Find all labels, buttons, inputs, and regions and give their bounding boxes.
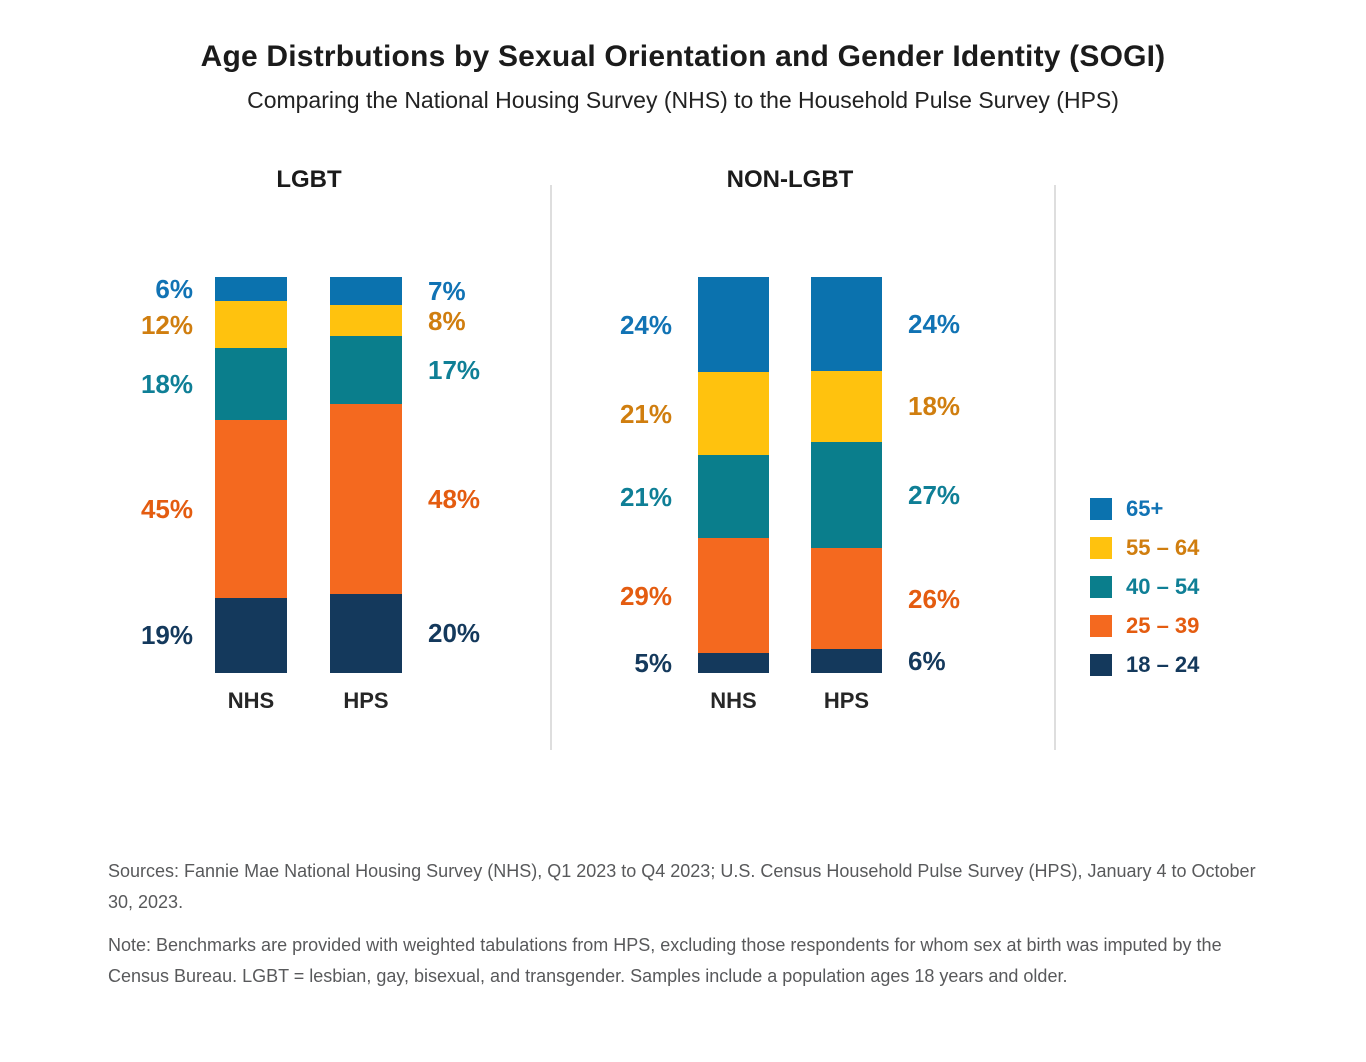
value-label-40 – 54: 27% <box>908 479 961 510</box>
axis-label-lgbt-hps: HPS <box>343 688 389 713</box>
value-label-55 – 64: 8% <box>428 305 466 336</box>
legend-label-65-plus: 65+ <box>1126 496 1164 521</box>
chart-title: Age Distrbutions by Sexual Orientation a… <box>200 40 1166 73</box>
footer-note: Note: Benchmarks are provided with weigh… <box>108 935 1222 986</box>
value-label-18 – 24: 6% <box>908 646 946 677</box>
stacked-bar-non-lgbt-nhs <box>698 277 769 673</box>
bar-segment-25 – 39 <box>698 538 769 654</box>
value-labels-lgbt-nhs: 6% 12% 18% 45% 19% <box>97 273 193 673</box>
value-label-18 – 24: 19% <box>140 620 193 651</box>
value-label-55 – 64: 12% <box>140 309 193 340</box>
value-label-40 – 54: 21% <box>619 481 672 512</box>
bar-segment-40 – 54 <box>215 348 287 420</box>
stacked-bar-non-lgbt-hps <box>811 277 882 673</box>
bar-segment-65+ <box>698 277 769 373</box>
axis-label-lgbt-nhs: NHS <box>227 688 275 713</box>
panel-divider-left <box>550 185 552 750</box>
bar-segment-55 – 64 <box>215 300 287 349</box>
legend-swatch-55-64 <box>1090 537 1112 559</box>
value-labels-non-lgbt-nhs: 24% 21% 21% 29% 5% <box>576 277 672 679</box>
legend-item-25-39: 25 – 39 <box>1090 615 1199 637</box>
legend-item-65-plus: 65+ <box>1090 498 1199 520</box>
bar-segment-25 – 39 <box>811 547 882 650</box>
panel-divider-right <box>1054 185 1056 750</box>
chart-subtitle: Comparing the National Housing Survey (N… <box>247 87 1119 113</box>
legend-swatch-25-39 <box>1090 615 1112 637</box>
legend: 65+ 55 – 64 40 – 54 25 – 39 18 – 24 <box>1090 498 1199 693</box>
value-label-18 – 24: 5% <box>634 648 672 679</box>
value-label-55 – 64: 21% <box>619 398 672 429</box>
bar-segment-18 – 24 <box>811 649 882 673</box>
axis-label-non-lgbt-nhs: NHS <box>710 688 757 713</box>
legend-label-55-64: 55 – 64 <box>1126 535 1200 560</box>
bar-segment-18 – 24 <box>215 597 287 673</box>
bar-segment-40 – 54 <box>330 336 402 404</box>
legend-swatch-65-plus <box>1090 498 1112 520</box>
value-label-65+: 7% <box>428 275 466 306</box>
stacked-bar-lgbt-hps <box>330 277 402 673</box>
panel-title-lgbt: LGBT <box>276 166 342 193</box>
value-label-40 – 54: 18% <box>140 368 193 399</box>
legend-label-25-39: 25 – 39 <box>1126 613 1200 638</box>
bar-segment-40 – 54 <box>811 441 882 548</box>
value-label-65+: 24% <box>619 309 672 340</box>
legend-swatch-40-54 <box>1090 576 1112 598</box>
value-label-40 – 54: 17% <box>428 355 481 386</box>
footer: Sources: Fannie Mae National Housing Sur… <box>108 856 1278 1004</box>
bar-segment-25 – 39 <box>330 403 402 594</box>
footer-sources: Sources: Fannie Mae National Housing Sur… <box>108 861 1256 912</box>
panel-title-non-lgbt: NON-LGBT <box>726 166 854 193</box>
legend-item-18-24: 18 – 24 <box>1090 654 1199 676</box>
value-label-25 – 39: 48% <box>428 483 481 514</box>
value-label-25 – 39: 26% <box>908 583 961 614</box>
axis-label-non-lgbt-hps: HPS <box>823 688 870 713</box>
value-label-18 – 24: 20% <box>428 618 481 649</box>
legend-label-18-24: 18 – 24 <box>1126 652 1200 677</box>
value-labels-non-lgbt-hps: 24% 18% 27% 26% 6% <box>908 277 1004 677</box>
bar-segment-55 – 64 <box>330 304 402 337</box>
value-label-25 – 39: 29% <box>619 580 672 611</box>
value-label-65+: 6% <box>155 273 193 304</box>
bar-segment-65+ <box>215 277 287 301</box>
bar-segment-18 – 24 <box>330 593 402 673</box>
value-label-55 – 64: 18% <box>908 391 961 422</box>
bar-segment-55 – 64 <box>698 372 769 456</box>
bar-segment-65+ <box>811 277 882 372</box>
bar-segment-40 – 54 <box>698 455 769 539</box>
bar-segment-55 – 64 <box>811 371 882 442</box>
bar-segment-18 – 24 <box>698 653 769 673</box>
stacked-bar-lgbt-nhs <box>215 277 287 673</box>
bar-segment-25 – 39 <box>215 419 287 598</box>
legend-swatch-18-24 <box>1090 654 1112 676</box>
legend-label-40-54: 40 – 54 <box>1126 574 1200 599</box>
value-label-25 – 39: 45% <box>140 493 193 524</box>
legend-item-40-54: 40 – 54 <box>1090 576 1199 598</box>
bar-segment-65+ <box>330 277 402 305</box>
value-label-65+: 24% <box>908 309 961 340</box>
value-labels-lgbt-hps: 7% 8% 17% 48% 20% <box>428 277 524 673</box>
legend-item-55-64: 55 – 64 <box>1090 537 1199 559</box>
